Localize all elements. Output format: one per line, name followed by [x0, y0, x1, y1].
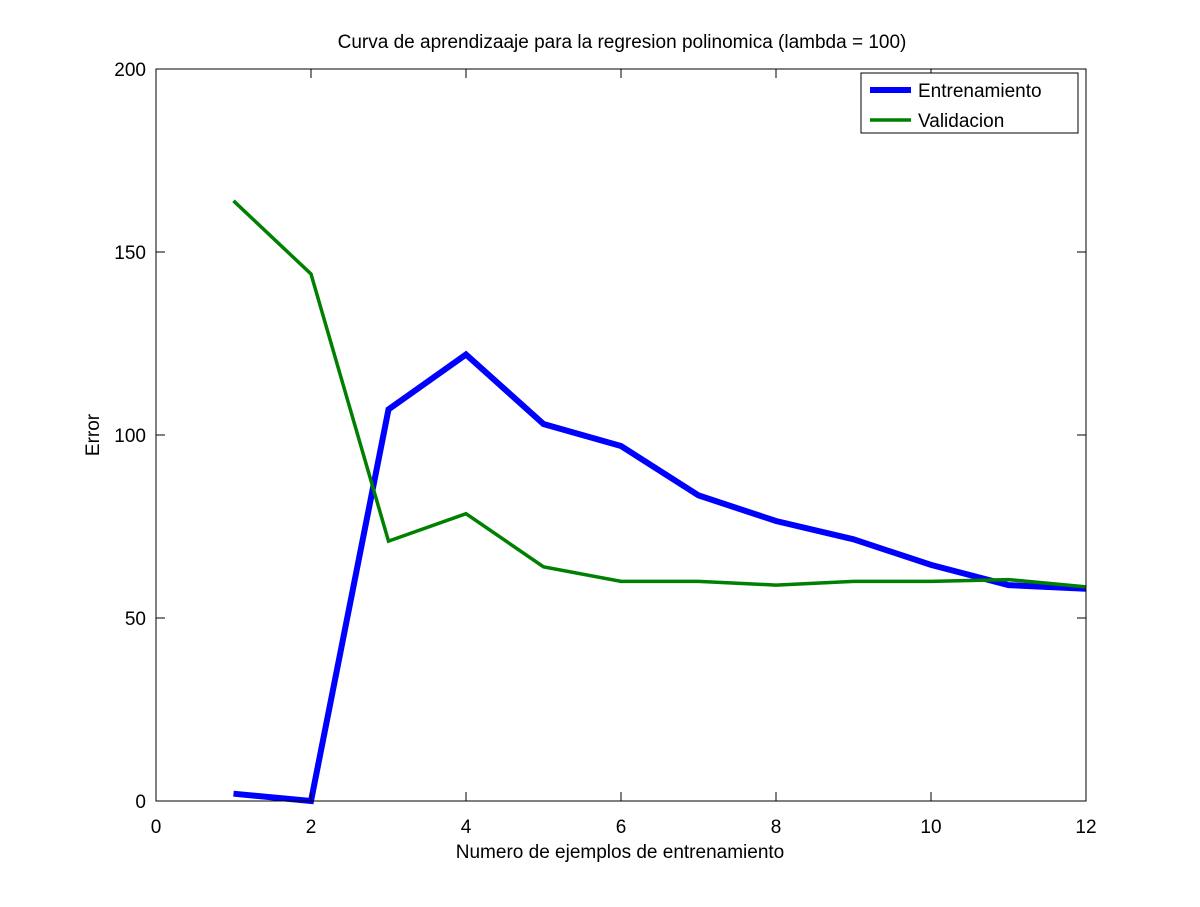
x-tick-label: 8 — [771, 817, 782, 838]
x-tick-label: 0 — [151, 817, 162, 838]
y-tick-label: 50 — [125, 609, 146, 630]
x-tick-label: 10 — [920, 817, 941, 838]
x-axis-label: Numero de ejemplos de entrenamiento — [456, 842, 784, 863]
x-tick-label: 2 — [306, 817, 317, 838]
y-tick-label: 100 — [114, 426, 146, 447]
legend-label-entrenamiento: Entrenamiento — [918, 81, 1042, 102]
legend-label-validacion: Validacion — [918, 111, 1004, 132]
legend: Entrenamiento Validacion — [860, 72, 1079, 134]
y-tick-label: 200 — [114, 60, 146, 81]
x-tick-label: 6 — [616, 817, 627, 838]
series-line-validacion — [232, 199, 1087, 589]
legend-box — [860, 72, 1079, 134]
y-axis-label: Error — [83, 413, 104, 456]
y-tick-label: 150 — [114, 243, 146, 264]
chart-title: Curva de aprendizaaje para la regresion … — [338, 32, 907, 53]
plot-area — [156, 69, 1086, 801]
x-tick-label: 4 — [461, 817, 472, 838]
series-layer — [232, 199, 1087, 805]
ticks-layer: 0 2 4 6 8 10 12 0 50 100 150 200 — [114, 60, 1096, 838]
series-line-entrenamiento — [233, 350, 1087, 805]
x-tick-label: 12 — [1075, 817, 1096, 838]
y-tick-label: 0 — [135, 792, 146, 813]
